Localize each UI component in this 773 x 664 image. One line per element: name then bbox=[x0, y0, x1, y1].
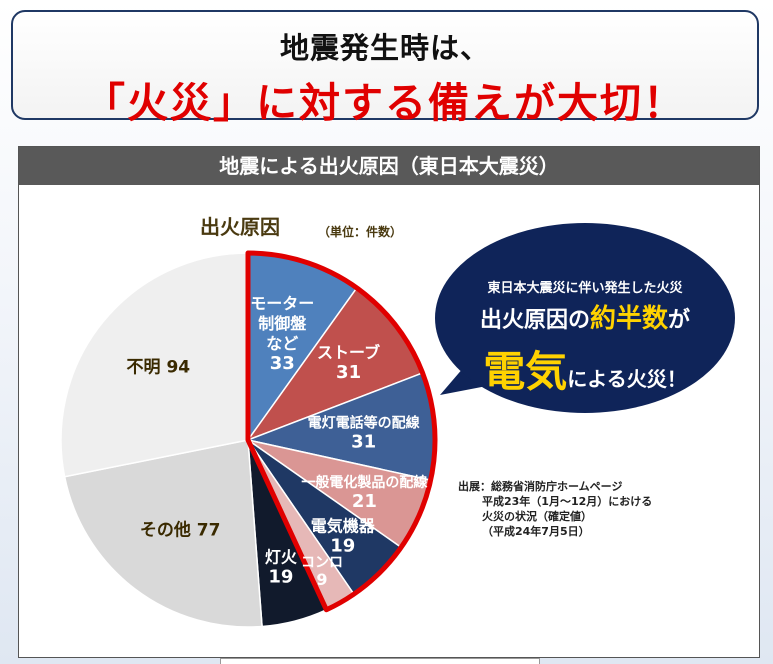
chart-title: 出火原因 bbox=[200, 215, 280, 239]
callout-line2b: 約半数 bbox=[590, 303, 669, 334]
callout-line2a: 出火原因の bbox=[480, 308, 590, 333]
slice-label: ストーブ 31 bbox=[317, 343, 380, 383]
headline-line2: 「火災」に対する備えが大切！ bbox=[84, 79, 686, 127]
source-line4: （平成24年7月5日） bbox=[482, 524, 590, 538]
slice-label: モーター制御盤など 33 bbox=[250, 294, 314, 374]
callout-line1: 東日本大震災に伴い発生した火災 bbox=[487, 280, 683, 296]
footer-strip bbox=[220, 658, 540, 664]
callout-line2c: が bbox=[668, 307, 690, 333]
callout-bubble bbox=[435, 223, 735, 413]
slice-label: 電気機器 19 bbox=[311, 517, 376, 557]
svg-text:出火原因の約半数が: 出火原因の約半数が bbox=[480, 303, 690, 334]
callout-line3b: による火災！ bbox=[567, 367, 686, 391]
source-line2: 平成23年（1月～12月）における bbox=[482, 494, 652, 508]
electric-fires-highlight bbox=[245, 250, 438, 613]
slice-label: 一般電化製品の配線 21 bbox=[301, 474, 427, 512]
callout-tail bbox=[440, 360, 492, 395]
panel-title: 地震による出火原因（東日本大震災） bbox=[19, 147, 759, 185]
headline-box: 地震発生時は、 「火災」に対する備えが大切！ bbox=[11, 10, 759, 127]
pie-slice bbox=[60, 252, 249, 478]
slice-label: 不明 94 bbox=[127, 358, 191, 378]
source-line1: 出展：総務省消防庁ホームページ bbox=[458, 479, 622, 493]
callout-line3a: 電気 bbox=[483, 347, 567, 396]
pie-slice bbox=[63, 439, 263, 628]
chart-unit: （単位：件数） bbox=[318, 224, 402, 239]
headline-line1: 地震発生時は、 bbox=[279, 31, 490, 65]
slice-label: コンロ 9 bbox=[301, 555, 343, 589]
svg-text:電気による火災！: 電気による火災！ bbox=[483, 347, 686, 396]
slice-label: 電灯電話等の配線 31 bbox=[308, 414, 420, 452]
slice-label: その他 77 bbox=[140, 519, 221, 540]
source-line3: 火災の状況（確定値） bbox=[482, 509, 592, 523]
slice-label: 灯火 19 bbox=[265, 548, 298, 588]
